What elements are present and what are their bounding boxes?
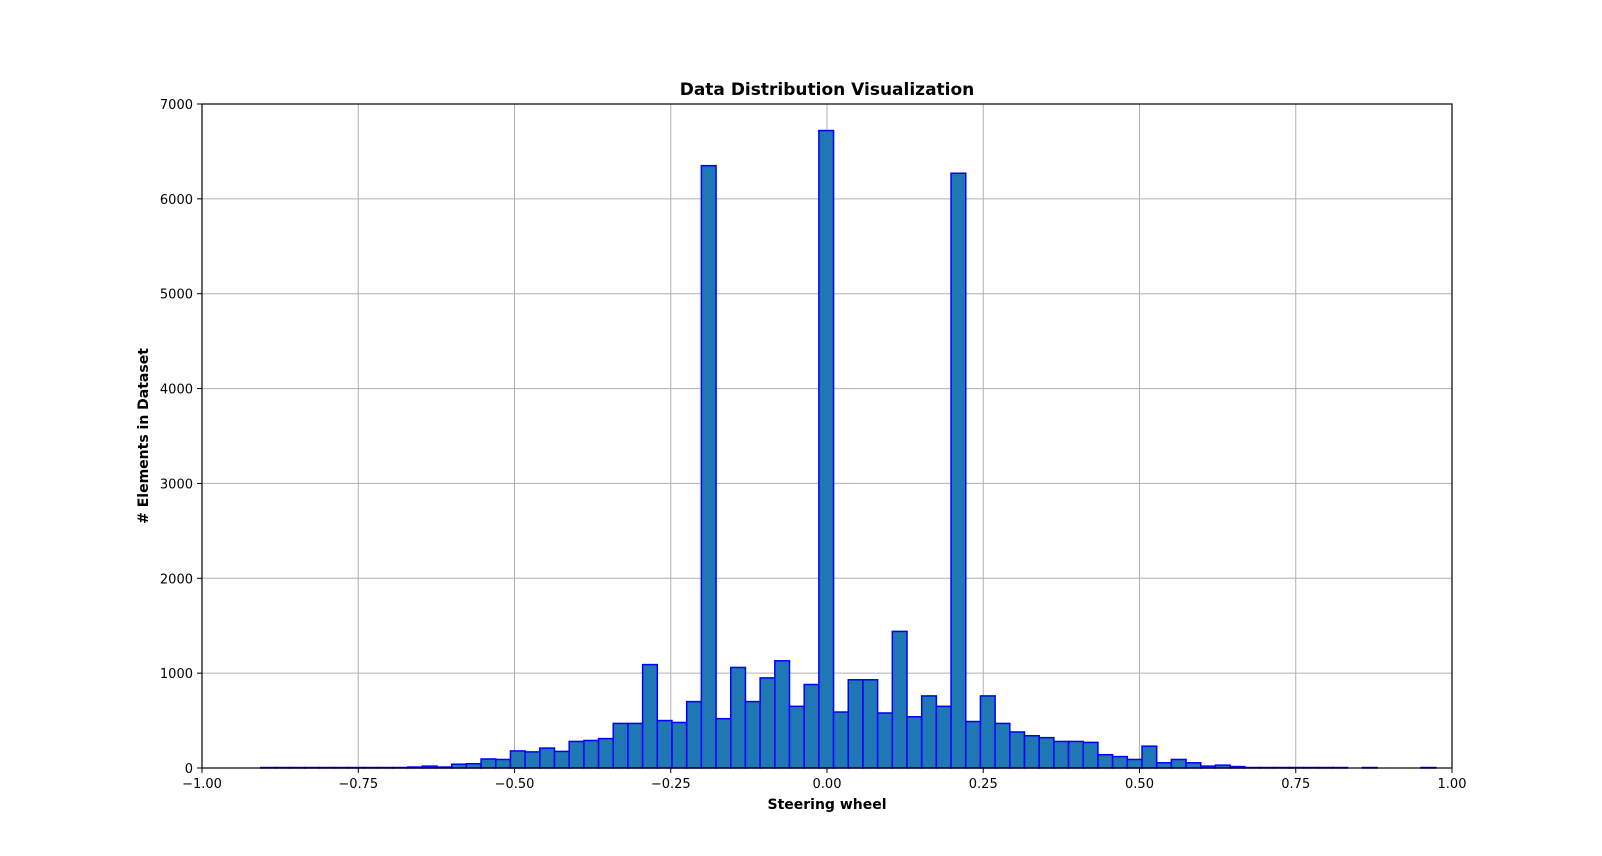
histogram-bar	[1155, 762, 1173, 769]
histogram-bar	[1141, 745, 1158, 769]
x-tick-label: 0.00	[813, 777, 842, 792]
histogram-bar	[1067, 740, 1084, 769]
histogram-bar	[524, 751, 541, 769]
histogram-bar	[597, 737, 614, 769]
histogram-bar	[1053, 740, 1070, 769]
histogram-bar	[1038, 736, 1055, 769]
histogram-bar	[774, 660, 791, 769]
histogram-bar	[744, 700, 761, 769]
histogram-bar	[730, 666, 747, 769]
y-axis-ticks: 0 1000 2000 3000 4000 5000 6000 7000	[160, 98, 202, 777]
histogram-bar	[994, 722, 1011, 769]
histogram-bar	[788, 705, 805, 769]
histogram-bar	[1111, 755, 1129, 769]
histogram-bar	[803, 683, 820, 769]
x-tick-label: −1.00	[182, 777, 222, 792]
histogram-bar	[1009, 731, 1026, 769]
histogram-bar	[906, 716, 923, 769]
histogram-bar	[480, 758, 497, 769]
histogram-bar	[965, 720, 982, 769]
histogram-bar	[568, 740, 585, 769]
chart-title: Data Distribution Visualization	[680, 80, 975, 100]
histogram-bar	[495, 758, 512, 769]
histogram-bar	[627, 722, 644, 769]
x-tick-label: −0.50	[495, 777, 535, 792]
histogram-bar	[1185, 762, 1202, 769]
histogram-bar	[891, 630, 908, 769]
histogram-bar	[700, 164, 717, 769]
histogram-bar	[553, 750, 570, 769]
histogram-bar	[950, 172, 967, 769]
histogram-bar	[671, 721, 688, 769]
histogram-bar	[1097, 753, 1114, 769]
histogram-bar	[465, 762, 482, 769]
y-tick-label: 4000	[160, 383, 193, 398]
histogram-bar	[759, 677, 776, 769]
x-tick-label: −0.75	[338, 777, 378, 792]
histogram-bar	[920, 695, 938, 769]
histogram-bar	[641, 663, 659, 769]
y-tick-label: 3000	[160, 477, 193, 492]
histogram-bar	[539, 747, 556, 769]
y-tick-label: 5000	[160, 288, 193, 303]
y-tick-label: 0	[185, 762, 193, 777]
histogram-bar	[818, 129, 835, 769]
x-axis-label: Steering wheel	[767, 797, 886, 813]
histogram-bar	[612, 722, 629, 769]
x-tick-label: 1.00	[1438, 777, 1467, 792]
x-tick-label: 0.25	[969, 777, 998, 792]
histogram-bar	[509, 750, 526, 769]
y-tick-label: 2000	[160, 572, 193, 587]
histogram-bar	[1023, 734, 1040, 769]
histogram-bar	[685, 700, 703, 769]
histogram-bar	[832, 711, 849, 769]
histogram-bar	[583, 739, 600, 769]
histogram-bar	[876, 712, 894, 769]
y-axis-label: # Elements in Dataset	[136, 348, 152, 524]
y-tick-label: 1000	[160, 667, 193, 682]
y-tick-label: 7000	[160, 98, 193, 113]
x-tick-label: 0.50	[1125, 777, 1154, 792]
histogram-bar	[862, 679, 879, 769]
x-tick-label: −0.25	[651, 777, 691, 792]
histogram-bar	[935, 705, 952, 769]
y-tick-label: 6000	[160, 193, 193, 208]
histogram-bar	[847, 679, 864, 769]
histogram-bar	[715, 717, 732, 769]
histogram-bar	[1126, 758, 1143, 769]
bars	[260, 129, 1437, 769]
x-axis-ticks: −1.00 −0.75 −0.50 −0.25 0.00 0.25 0.50 0.75 1.00	[182, 768, 1466, 792]
histogram-bar	[979, 695, 996, 769]
histogram-bar	[656, 719, 673, 769]
histogram-bar	[1170, 758, 1187, 769]
x-tick-label: 0.75	[1281, 777, 1310, 792]
histogram-bar	[1082, 741, 1099, 769]
